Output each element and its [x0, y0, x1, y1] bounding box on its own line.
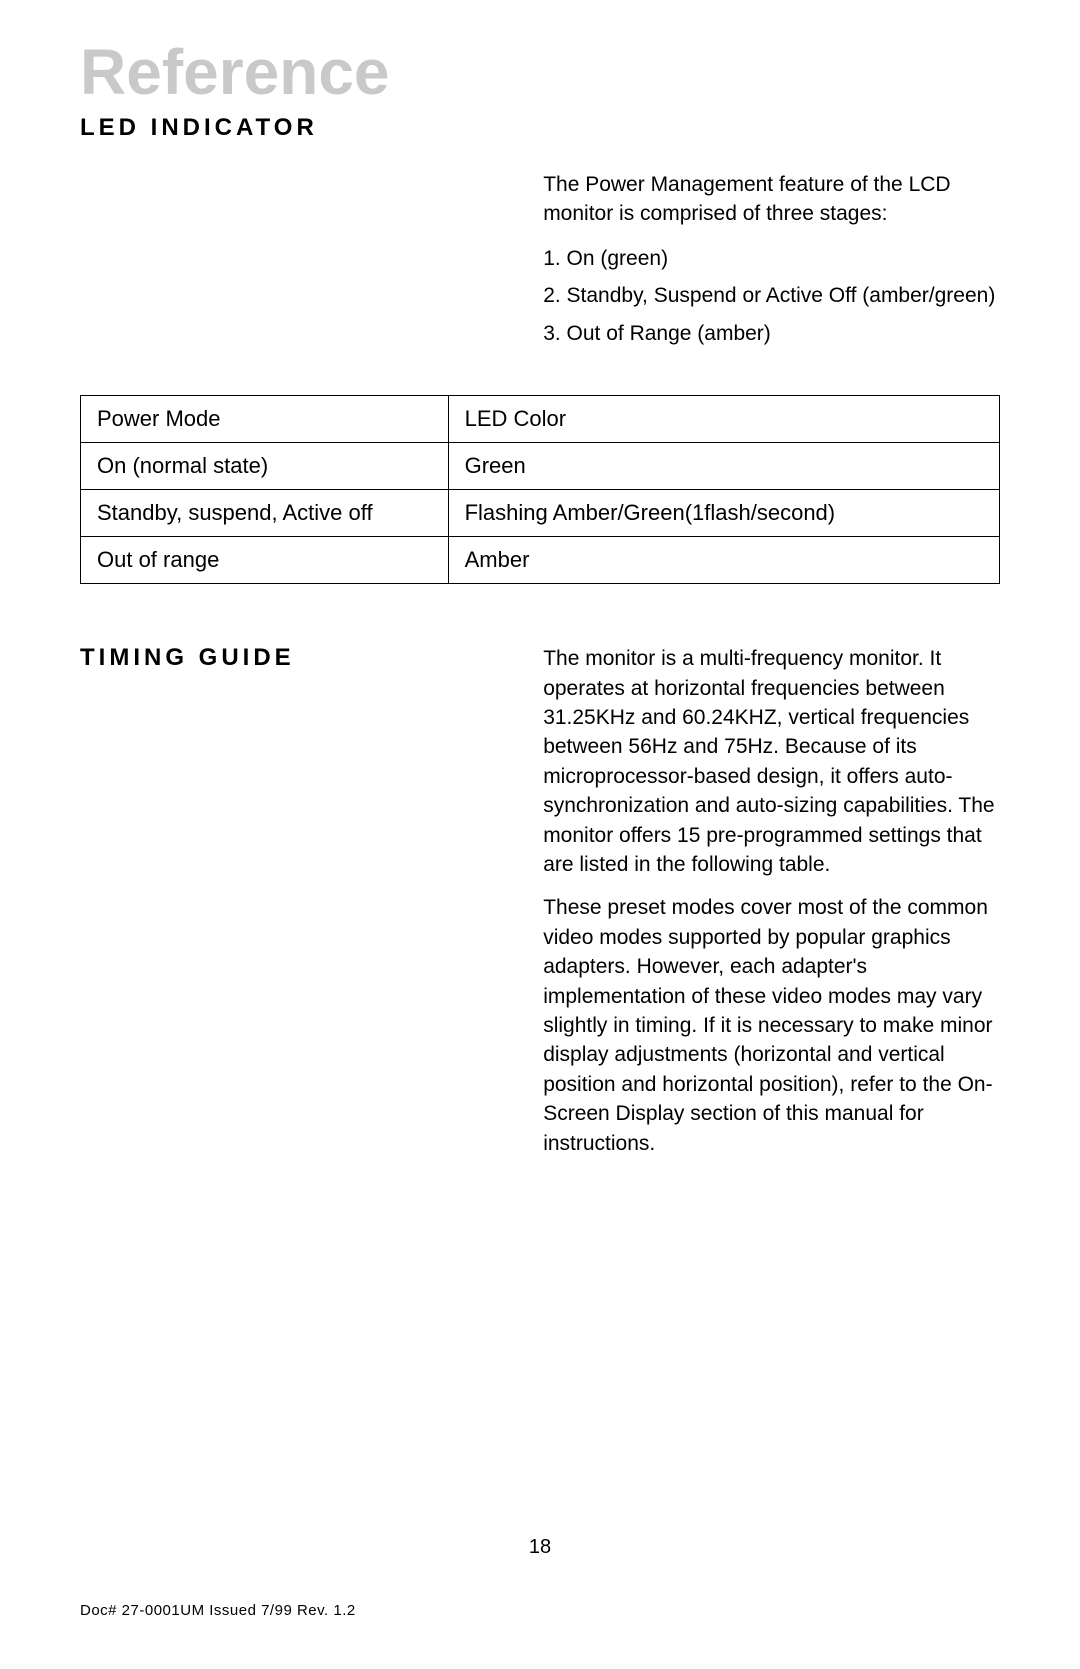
led-color-table: Power Mode LED Color On (normal state) G… — [80, 395, 1000, 584]
led-stage-item: 2. Standby, Suspend or Active Off (amber… — [543, 280, 1000, 312]
table-row: Power Mode LED Color — [81, 396, 1000, 443]
table-cell: Green — [448, 443, 999, 490]
table-header-cell: LED Color — [448, 396, 999, 443]
page-title: Reference — [80, 40, 1000, 104]
led-intro-text: The Power Management feature of the LCD … — [543, 170, 1000, 229]
led-indicator-heading: LED INDICATOR — [80, 114, 1000, 142]
led-stage-item: 1. On (green) — [543, 243, 1000, 275]
table-cell: On (normal state) — [81, 443, 449, 490]
table-header-cell: Power Mode — [81, 396, 449, 443]
led-stage-item: 3. Out of Range (amber) — [543, 318, 1000, 350]
led-intro-block: The Power Management feature of the LCD … — [80, 170, 1000, 355]
table-cell: Flashing Amber/Green(1flash/second) — [448, 490, 999, 537]
doc-footer: Doc# 27-0001UM Issued 7/99 Rev. 1.2 — [80, 1602, 356, 1619]
table-row: On (normal state) Green — [81, 443, 1000, 490]
timing-guide-block: TIMING GUIDE The monitor is a multi-freq… — [80, 644, 1000, 1172]
timing-paragraph: The monitor is a multi-frequency monitor… — [543, 644, 1000, 879]
page-number: 18 — [0, 1536, 1080, 1559]
table-cell: Standby, suspend, Active off — [81, 490, 449, 537]
timing-paragraph: These preset modes cover most of the com… — [543, 893, 1000, 1158]
timing-guide-heading: TIMING GUIDE — [80, 644, 503, 672]
table-row: Out of range Amber — [81, 537, 1000, 584]
table-cell: Out of range — [81, 537, 449, 584]
led-stages-list: 1. On (green) 2. Standby, Suspend or Act… — [543, 243, 1000, 350]
table-row: Standby, suspend, Active off Flashing Am… — [81, 490, 1000, 537]
table-cell: Amber — [448, 537, 999, 584]
